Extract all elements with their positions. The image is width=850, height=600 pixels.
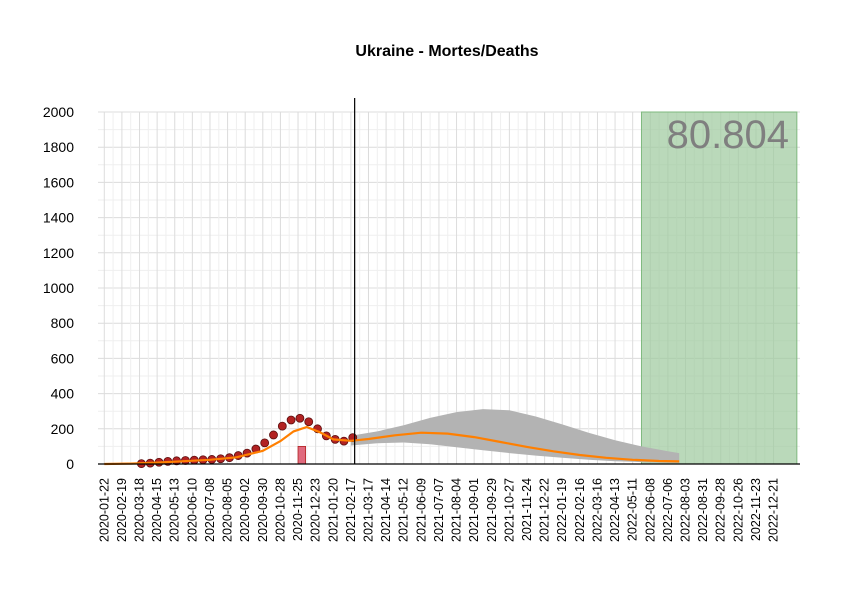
observed-bar — [297, 445, 306, 465]
x-tick-label: 2022-09-28 — [714, 478, 728, 542]
x-tick-label: 2021-03-17 — [361, 478, 375, 542]
x-tick-label: 2020-07-08 — [203, 478, 217, 542]
x-tick-label: 2020-05-13 — [168, 478, 182, 542]
x-tick-label: 2020-08-05 — [221, 478, 235, 542]
x-tick-label: 2022-08-03 — [679, 478, 693, 542]
highlight-region-rect — [640, 111, 798, 465]
x-tick-label: 2020-10-28 — [273, 478, 287, 542]
x-tick-label: 2021-12-22 — [538, 478, 552, 542]
x-tick-label: 2022-01-19 — [555, 478, 569, 542]
y-tick-label: 1800 — [43, 139, 74, 155]
x-tick-label: 2021-06-09 — [414, 478, 428, 542]
x-tick-label: 2020-11-25 — [291, 478, 305, 541]
highlight-region — [640, 111, 798, 465]
chart-title: Ukraine - Mortes/Deaths — [355, 43, 538, 60]
x-tick-label: 2022-11-23 — [749, 478, 763, 541]
x-tick-label: 2020-06-10 — [185, 478, 199, 542]
y-tick-label: 400 — [51, 386, 75, 402]
x-tick-label: 2022-04-13 — [608, 478, 622, 542]
y-axis-ticks: 0 200 400 600 800 1000 1200 1400 1600 1800 2000 — [43, 104, 74, 472]
x-tick-label: 2022-06-08 — [643, 478, 657, 542]
x-tick-label: 2022-07-06 — [661, 478, 675, 542]
x-tick-label: 2021-09-01 — [467, 478, 481, 542]
x-tick-label: 2021-02-17 — [344, 478, 358, 542]
y-tick-label: 1200 — [43, 245, 74, 261]
axes — [98, 98, 800, 465]
x-tick-label: 2022-12-21 — [767, 478, 781, 542]
total-deaths-label: 80.804 — [667, 113, 789, 157]
x-tick-label: 2020-09-02 — [238, 478, 252, 542]
forecast-band — [350, 409, 680, 463]
observed-point — [304, 417, 314, 427]
x-tick-label: 2021-11-24 — [520, 478, 534, 541]
y-tick-label: 200 — [51, 421, 75, 437]
observed-point — [295, 413, 305, 423]
x-tick-label: 2022-10-26 — [731, 478, 745, 542]
x-tick-label: 2022-05-11 — [626, 478, 640, 541]
observed-point — [260, 438, 270, 448]
x-tick-label: 2021-10-27 — [502, 478, 516, 542]
trend-line — [104, 425, 680, 466]
y-tick-label: 1000 — [43, 280, 74, 296]
observed-point — [286, 415, 296, 425]
x-tick-label: 2021-04-14 — [379, 478, 393, 542]
x-tick-label: 2020-09-30 — [256, 478, 270, 542]
x-tick-label: 2021-09-29 — [485, 478, 499, 542]
observed-point — [277, 421, 287, 431]
x-tick-label: 2020-02-19 — [115, 478, 129, 542]
x-tick-label: 2020-01-22 — [97, 478, 111, 542]
x-tick-label: 2020-04-15 — [150, 478, 164, 542]
observed-point — [269, 430, 278, 440]
y-tick-label: 800 — [51, 315, 75, 331]
y-tick-label: 2000 — [43, 104, 74, 120]
x-tick-label: 2021-07-07 — [432, 478, 446, 542]
y-tick-label: 0 — [66, 456, 74, 472]
x-tick-label: 2021-08-04 — [450, 478, 464, 542]
y-tick-label: 1400 — [43, 210, 74, 226]
trend-lines — [104, 425, 680, 466]
x-tick-label: 2022-03-16 — [590, 478, 604, 542]
x-tick-label: 2020-12-23 — [309, 478, 323, 542]
y-tick-label: 1600 — [43, 174, 74, 190]
x-tick-label: 2022-02-16 — [573, 478, 587, 542]
x-axis-ticks: 2020-01-22 2020-02-19 2020-03-18 2020-04-15… — [97, 478, 780, 542]
x-tick-label: 2022-08-31 — [696, 478, 710, 542]
y-tick-label: 600 — [51, 350, 75, 366]
forecast-band-area — [350, 409, 680, 463]
observed-bars — [297, 445, 306, 465]
x-tick-label: 2021-01-20 — [326, 478, 340, 542]
x-tick-label: 2020-03-18 — [133, 478, 147, 542]
x-tick-label: 2021-05-12 — [397, 478, 411, 542]
